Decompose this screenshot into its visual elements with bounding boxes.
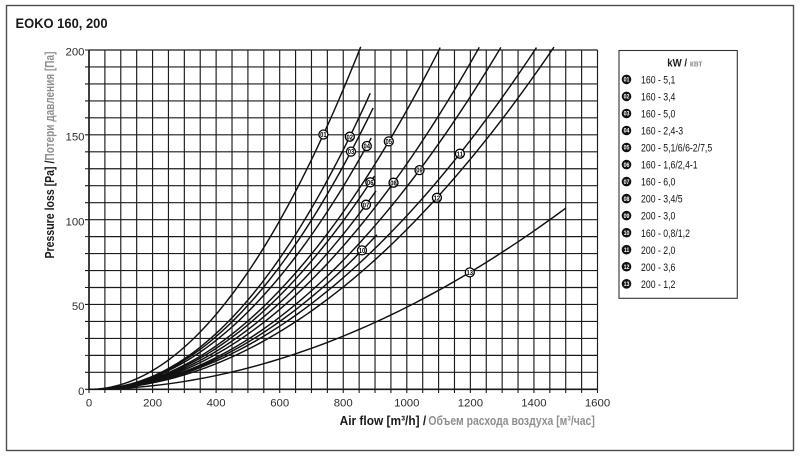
svg-text:06: 06 — [624, 162, 630, 169]
svg-text:160 - 2,4-3: 160 - 2,4-3 — [641, 126, 684, 138]
svg-text:05: 05 — [386, 138, 393, 146]
svg-text:160 - 0,8/1,2: 160 - 0,8/1,2 — [641, 228, 690, 240]
svg-text:50: 50 — [72, 301, 85, 313]
svg-text:13: 13 — [624, 282, 630, 289]
svg-text:11: 11 — [457, 151, 463, 159]
svg-text:03: 03 — [624, 111, 630, 118]
svg-text:200: 200 — [65, 47, 84, 59]
svg-text:10: 10 — [359, 247, 366, 255]
svg-text:160 - 6,0: 160 - 6,0 — [641, 177, 676, 189]
svg-text:EOKO 160, 200: EOKO 160, 200 — [16, 16, 108, 32]
svg-text:150: 150 — [65, 132, 84, 144]
svg-text:Pressure loss [Pa] /: Pressure loss [Pa] / — [43, 160, 57, 259]
svg-text:02: 02 — [624, 94, 630, 101]
svg-text:200: 200 — [143, 397, 162, 409]
svg-text:1400: 1400 — [521, 397, 546, 409]
svg-text:200 - 3,6: 200 - 3,6 — [641, 262, 676, 274]
svg-text:1600: 1600 — [585, 397, 610, 409]
svg-text:11: 11 — [624, 247, 630, 254]
svg-text:10: 10 — [624, 230, 630, 237]
svg-text:Air flow [m³/h] /: Air flow [m³/h] / — [340, 414, 427, 428]
svg-text:800: 800 — [334, 397, 353, 409]
svg-text:200 - 5,1/6/6-2/7,5: 200 - 5,1/6/6-2/7,5 — [641, 143, 713, 155]
svg-text:Потери давления [Па]: Потери давления [Па] — [44, 51, 57, 160]
svg-text:01: 01 — [624, 77, 630, 84]
svg-text:07: 07 — [363, 202, 370, 210]
svg-text:08: 08 — [624, 196, 630, 203]
svg-text:kW / квт: kW / квт — [667, 57, 703, 70]
svg-text:200 - 3,0: 200 - 3,0 — [641, 211, 676, 223]
svg-text:01: 01 — [320, 132, 327, 140]
svg-text:200 - 3,4/5: 200 - 3,4/5 — [641, 194, 683, 206]
svg-text:400: 400 — [207, 397, 226, 409]
svg-text:05: 05 — [624, 145, 630, 152]
svg-text:160 - 3,4: 160 - 3,4 — [641, 92, 676, 104]
svg-text:13: 13 — [467, 269, 474, 277]
svg-text:200 - 2,0: 200 - 2,0 — [641, 245, 676, 257]
svg-text:09: 09 — [624, 213, 630, 220]
svg-text:0: 0 — [86, 397, 92, 409]
svg-text:04: 04 — [364, 143, 371, 151]
svg-text:1000: 1000 — [394, 397, 419, 409]
svg-text:03: 03 — [348, 149, 355, 157]
svg-text:160 - 1,6/2,4-1: 160 - 1,6/2,4-1 — [641, 160, 698, 172]
svg-text:160 - 5,0: 160 - 5,0 — [641, 109, 676, 121]
svg-text:100: 100 — [65, 216, 84, 228]
svg-text:600: 600 — [270, 397, 289, 409]
svg-text:12: 12 — [624, 264, 630, 271]
svg-text:12: 12 — [434, 195, 441, 203]
svg-text:02: 02 — [347, 134, 354, 142]
svg-text:09: 09 — [416, 167, 423, 175]
svg-text:04: 04 — [624, 128, 630, 135]
svg-text:06: 06 — [367, 179, 374, 187]
svg-text:0: 0 — [78, 386, 84, 398]
svg-text:200 - 1,2: 200 - 1,2 — [641, 279, 675, 291]
svg-text:08: 08 — [390, 180, 397, 188]
svg-text:Объем расхода воздуха [м³/час]: Объем расхода воздуха [м³/час] — [428, 415, 595, 428]
svg-text:160 - 5,1: 160 - 5,1 — [641, 75, 675, 87]
svg-text:07: 07 — [624, 179, 630, 186]
svg-text:1200: 1200 — [458, 397, 483, 409]
